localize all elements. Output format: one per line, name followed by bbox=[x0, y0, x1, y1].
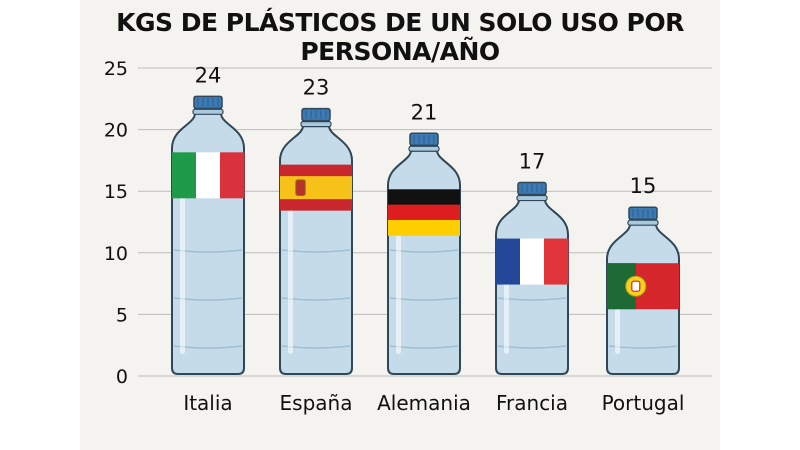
data-label: 24 bbox=[195, 63, 222, 87]
data-label: 17 bbox=[519, 150, 546, 174]
y-tick-label: 5 bbox=[116, 304, 128, 326]
data-label: 23 bbox=[303, 76, 330, 100]
x-axis-tick-labels: Italia España Alemania Francia Portugal bbox=[183, 391, 684, 415]
y-tick-label: 0 bbox=[116, 366, 128, 388]
bars bbox=[171, 95, 680, 375]
bar-bottle-italia bbox=[171, 95, 245, 375]
y-tick-label: 25 bbox=[104, 58, 128, 80]
bar-bottle-portugal bbox=[606, 206, 680, 375]
portugal-flag bbox=[607, 263, 679, 310]
data-labels: 24 23 21 17 15 bbox=[195, 63, 657, 198]
y-tick-label: 10 bbox=[104, 243, 128, 265]
data-label: 15 bbox=[630, 174, 657, 198]
data-label: 21 bbox=[411, 100, 438, 124]
x-tick-label: Portugal bbox=[602, 391, 685, 415]
italy-flag bbox=[172, 152, 245, 199]
x-tick-label: Alemania bbox=[377, 391, 471, 415]
x-tick-label: Francia bbox=[496, 391, 568, 415]
x-tick-label: España bbox=[280, 391, 353, 415]
france-flag bbox=[496, 238, 569, 285]
bar-bottle-francia bbox=[495, 181, 569, 375]
x-tick-label: Italia bbox=[183, 391, 232, 415]
y-tick-label: 15 bbox=[104, 181, 128, 203]
bar-bottle-alemania bbox=[387, 132, 461, 375]
y-axis-tick-labels: 0 5 10 15 20 25 bbox=[104, 58, 128, 388]
chart-title: KGS DE PLÁSTICOS DE UN SOLO USO POR PERS… bbox=[116, 8, 684, 66]
spain-flag bbox=[280, 164, 352, 211]
bar-bottle-españa bbox=[279, 107, 353, 375]
y-tick-label: 20 bbox=[104, 120, 128, 142]
germany-flag bbox=[388, 189, 460, 236]
